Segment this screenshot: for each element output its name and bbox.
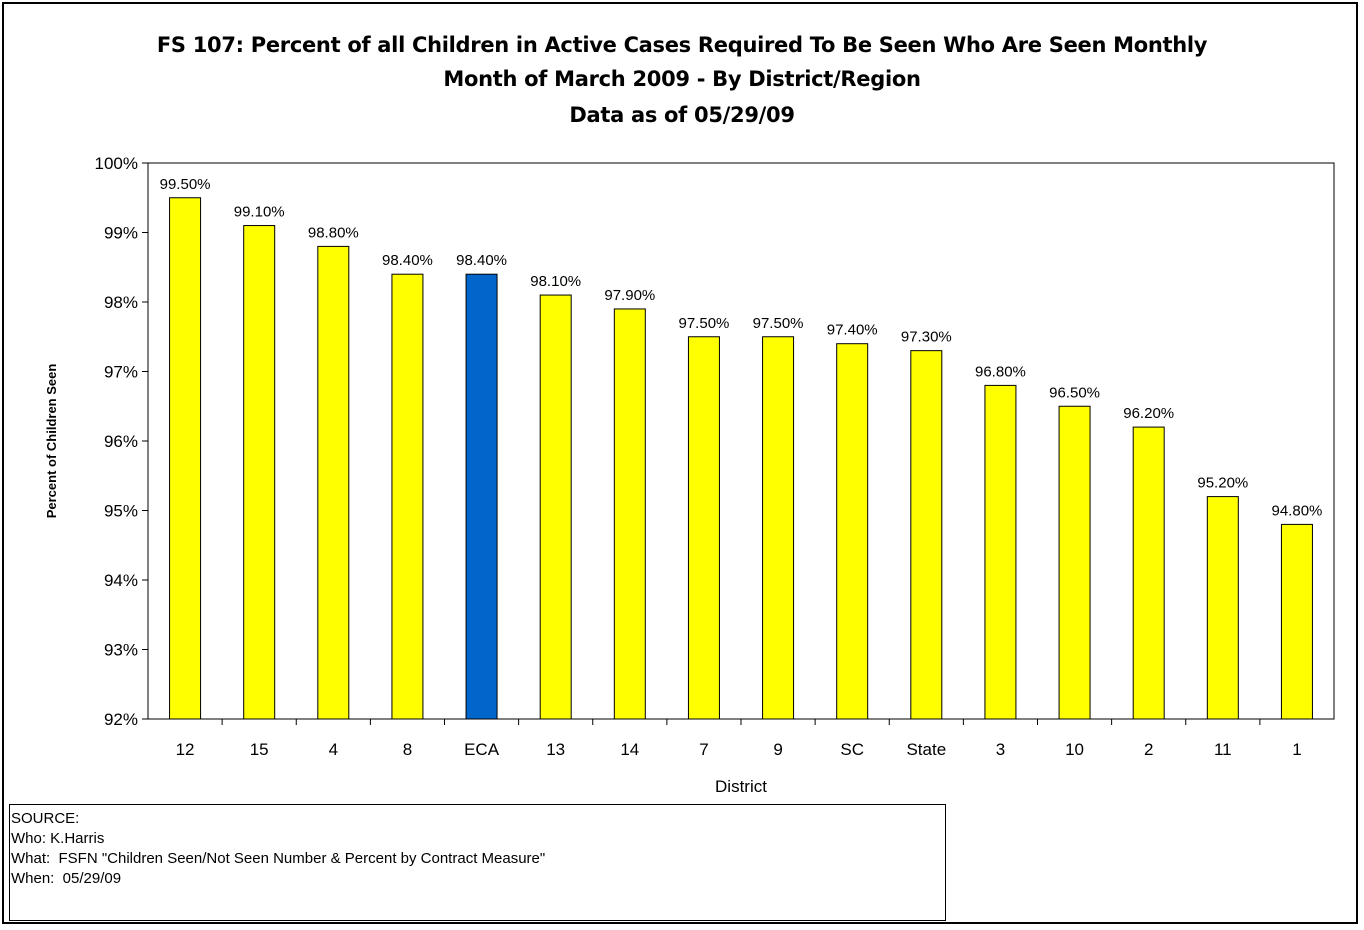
source-what: What: FSFN "Children Seen/Not Seen Numbe… <box>11 850 546 867</box>
chart-title-line-2: Month of March 2009 - By District/Region <box>443 67 921 91</box>
data-label-13: 98.10% <box>530 273 581 290</box>
bar-ECA <box>465 273 498 720</box>
x-tick-label: 3 <box>996 740 1005 759</box>
data-label-10: 96.50% <box>1049 384 1100 401</box>
x-tick-label: State <box>906 740 946 759</box>
data-label-3: 96.80% <box>975 363 1026 380</box>
data-label-14: 97.90% <box>604 287 655 304</box>
bar-8 <box>391 273 424 720</box>
x-tick-label: 1 <box>1292 740 1301 759</box>
y-tick-label: 97% <box>104 363 138 382</box>
x-tick-label: 7 <box>699 740 708 759</box>
y-tick-label: 94% <box>104 571 138 590</box>
bar-State <box>910 350 943 720</box>
bar-1 <box>1280 523 1313 720</box>
data-label-12: 99.50% <box>160 176 211 193</box>
x-tick-label: 10 <box>1065 740 1084 759</box>
y-tick-label: 99% <box>104 224 138 243</box>
y-tick-label: 92% <box>104 710 138 729</box>
bar-7 <box>687 336 720 720</box>
data-label-State: 97.30% <box>901 329 952 346</box>
x-tick-label: 15 <box>250 740 269 759</box>
bar-3 <box>984 384 1017 720</box>
data-labels: 99.50% 99.10% 98.80% 98.40% 98.40% 98.10% 97.9… <box>160 176 1323 520</box>
x-axis-title: District <box>715 777 767 796</box>
y-tick-label: 93% <box>104 641 138 660</box>
y-axis: 92% 93% 94% 95% 96% 97% 98% 99% 100% <box>95 154 148 729</box>
data-label-7: 97.50% <box>679 315 730 332</box>
source-heading: SOURCE: <box>11 810 80 827</box>
bar-15 <box>243 225 276 720</box>
x-tick-label: 8 <box>403 740 412 759</box>
bar-4 <box>317 245 350 720</box>
x-tick-label: 13 <box>546 740 565 759</box>
x-tick-label: SC <box>840 740 864 759</box>
x-tick-label: 4 <box>329 740 338 759</box>
y-tick-label: 100% <box>95 154 138 173</box>
data-label-8: 98.40% <box>382 252 433 269</box>
data-label-9: 97.50% <box>753 315 804 332</box>
x-tick-label: ECA <box>464 740 500 759</box>
bar-10 <box>1058 405 1091 720</box>
bar-2 <box>1132 426 1165 720</box>
y-tick-label: 95% <box>104 502 138 521</box>
bar-11 <box>1206 496 1239 720</box>
x-tick-label: 12 <box>176 740 195 759</box>
x-tick-label: 9 <box>773 740 782 759</box>
x-tick-label: 14 <box>620 740 639 759</box>
source-when: When: 05/29/09 <box>11 870 122 887</box>
chart-title-line-3: Data as of 05/29/09 <box>569 103 795 127</box>
data-label-15: 99.10% <box>234 204 285 221</box>
bars <box>169 197 1313 720</box>
data-label-4: 98.80% <box>308 224 359 241</box>
bar-SC <box>836 343 869 720</box>
y-axis-title: Percent of Children Seen <box>44 364 59 519</box>
x-axis: 12 15 4 8 ECA 13 14 7 9 SC State 3 10 2 11 1 <box>176 719 1302 759</box>
data-label-2: 96.20% <box>1123 405 1174 422</box>
y-tick-label: 96% <box>104 432 138 451</box>
bar-14 <box>613 308 646 720</box>
chart-title-line-1: FS 107: Percent of all Children in Activ… <box>156 33 1208 57</box>
source-box: SOURCE: Who: K.Harris What: FSFN "Childr… <box>9 804 946 921</box>
source-who: Who: K.Harris <box>11 830 105 847</box>
y-tick-label: 98% <box>104 293 138 312</box>
data-label-11: 95.20% <box>1197 475 1248 492</box>
x-tick-label: 11 <box>1214 740 1232 759</box>
x-tick-label: 2 <box>1144 740 1153 759</box>
bar-13 <box>539 294 572 720</box>
data-label-1: 94.80% <box>1272 502 1323 519</box>
bar-12 <box>169 197 202 720</box>
data-label-ECA: 98.40% <box>456 252 507 269</box>
data-label-SC: 97.40% <box>827 322 878 339</box>
bar-9 <box>762 336 795 720</box>
